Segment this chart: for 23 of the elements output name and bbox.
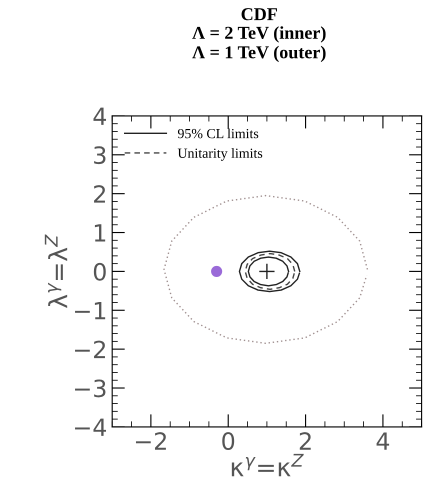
x-tick-label: −2 [136, 432, 166, 450]
y-tick-label: 3 [94, 146, 106, 164]
y-tick-label: −2 [75, 340, 105, 358]
y-tick-label: 4 [93, 108, 106, 125]
x-tick-label: 0 [222, 432, 234, 450]
y-tick-label: −4 [75, 418, 106, 436]
chart-subtitle: Λ = 2 TeV (inner) Λ = 1 TeV (outer) [192, 26, 326, 62]
line-series [244, 252, 296, 290]
x-axis-title: κ$^{γ}$=κ$^{Z}$ [232, 454, 304, 476]
y-tick-label: 0 [94, 262, 106, 281]
y-tick-label: −1 [75, 302, 106, 320]
line-series [248, 256, 290, 286]
y-tick-label: 2 [94, 185, 105, 203]
y-axis-title: λ$^{γ}$=λ$^{Z}$ [44, 234, 68, 308]
line-series [238, 250, 300, 292]
y-tick-label: 1 [94, 224, 106, 242]
x-tick-label: 2 [300, 432, 311, 450]
y-tick-label: −3 [75, 379, 106, 398]
chart-title: CDF [242, 8, 277, 20]
legend-label: 95% CL limits [178, 128, 258, 138]
line-series [163, 194, 368, 344]
x-tick-label: 4 [376, 432, 390, 450]
legend-label: Unitarity limits [178, 148, 262, 161]
